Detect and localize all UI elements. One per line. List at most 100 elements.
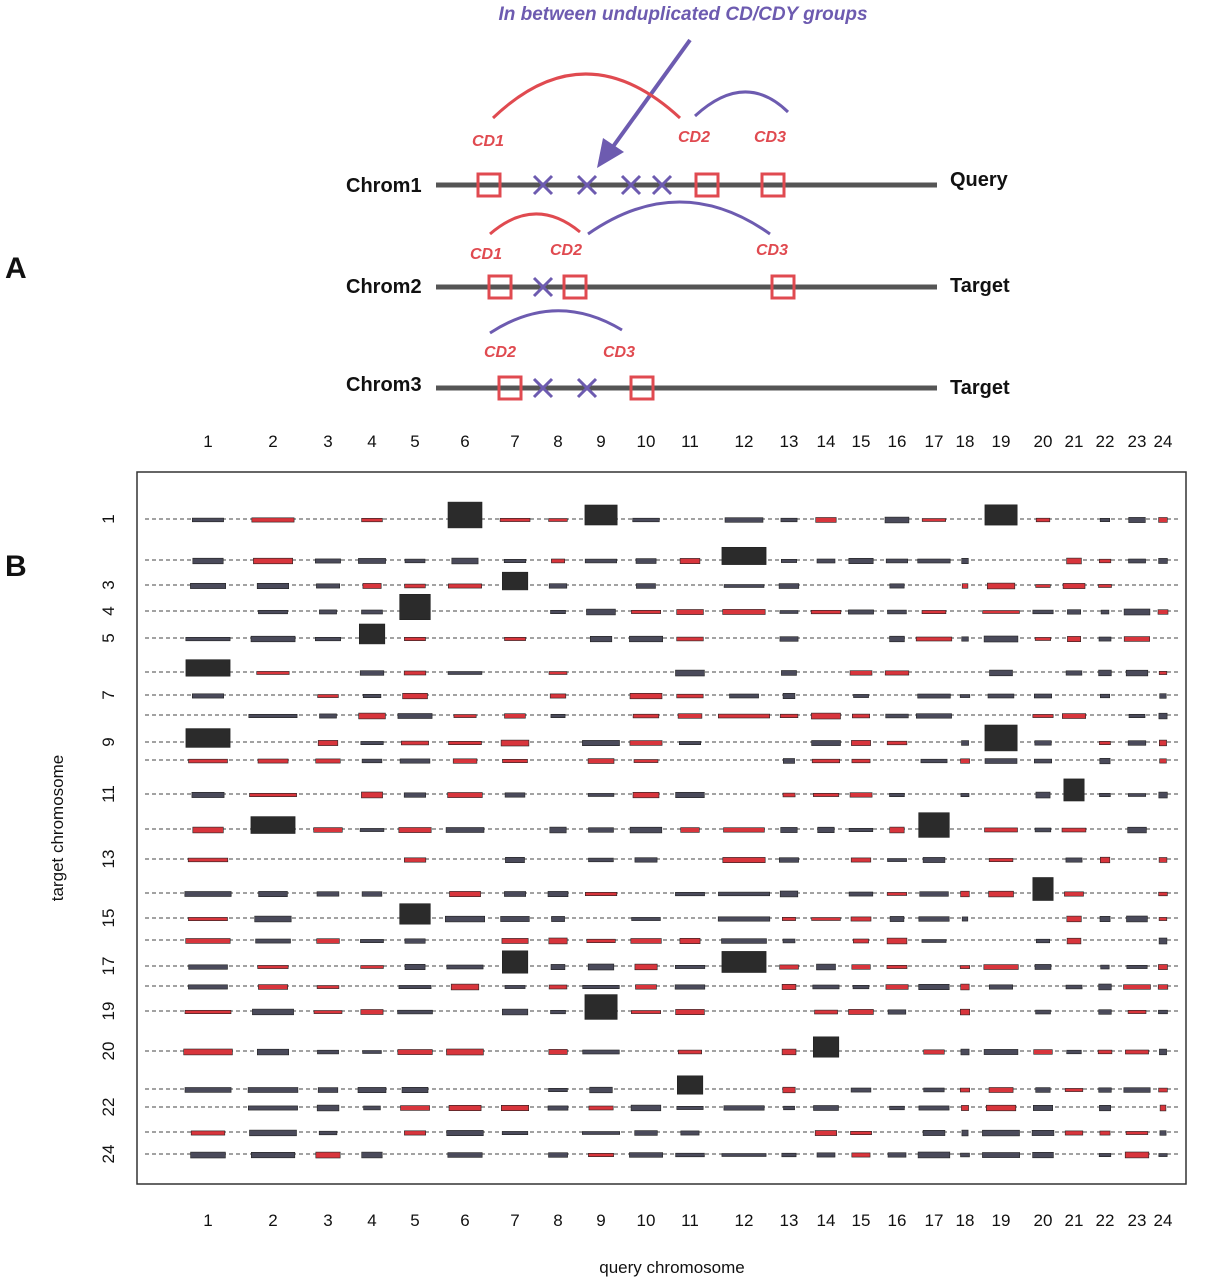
block-q16-t11 [889, 792, 905, 797]
block-q12-t1 [724, 517, 764, 523]
block-q15-t23 [850, 1131, 872, 1136]
block-q9-t23 [581, 1131, 620, 1135]
y-tick-24: 24 [99, 1145, 118, 1164]
x-tick-bottom-7: 7 [510, 1211, 519, 1230]
block-q9-t5 [589, 635, 613, 643]
block-q8-t20 [548, 1049, 568, 1055]
block-q8-t6 [548, 671, 568, 675]
chrom2-row: CD1 CD2 CD3 Chrom2 Target [346, 200, 1010, 300]
block-q6-t15 [444, 915, 485, 923]
block-q22-t24 [1098, 1153, 1112, 1158]
block-q23-t20 [1125, 1049, 1149, 1055]
block-q18-t21 [959, 1087, 970, 1093]
block-q16-t24 [887, 1152, 907, 1158]
block-q23-t4 [1123, 608, 1151, 616]
block-q21-t6 [1065, 670, 1083, 676]
block-q10-t2 [635, 558, 657, 564]
chrom-role: Target [950, 275, 1010, 297]
y-tick-5: 5 [99, 633, 118, 642]
y-tick-17: 17 [99, 957, 118, 976]
plot-marks [183, 501, 1169, 1159]
y-tick-13: 13 [99, 850, 118, 869]
block-q9-t24 [588, 1153, 614, 1158]
block-q10-t1 [632, 517, 660, 523]
block-q21-t13 [1065, 857, 1083, 863]
block-q24-t14 [1158, 891, 1168, 897]
block-q17-t23 [922, 1130, 946, 1136]
cd-box [476, 172, 502, 198]
block-q24-t17 [1158, 964, 1168, 970]
block-q3-t12 [313, 827, 343, 833]
block-q16-t15 [889, 916, 905, 922]
block-q1-t21 [184, 1087, 232, 1093]
block-q3-t22 [316, 1104, 340, 1112]
x-tick-top-15: 15 [852, 432, 871, 451]
y-axis-label: target chromosome [48, 755, 67, 901]
block-q2-t15 [254, 915, 292, 923]
block-q13-t17 [779, 964, 799, 970]
block-q9-t13 [588, 857, 614, 863]
block-q11-t17 [674, 964, 706, 969]
block-q11-t6 [675, 669, 705, 677]
y-tick-20: 20 [99, 1042, 118, 1061]
block-q20-t22 [1033, 1105, 1054, 1111]
block-q8-t1 [548, 518, 568, 522]
block-q13-t4 [779, 610, 799, 614]
chrom1-row: CD1 CD2 CD3 Chrom1 Query [346, 72, 1009, 198]
block-q16-t17 [886, 964, 908, 969]
block-q6-t12 [445, 827, 485, 833]
block-q3-t4 [319, 609, 337, 615]
block-q11-t18 [674, 984, 706, 990]
block-q2-t10 [257, 758, 289, 764]
block-q22-t19 [1098, 1009, 1112, 1015]
block-q22-t23 [1099, 1130, 1111, 1136]
block-q7-t16 [501, 938, 529, 944]
x-tick-bottom-11: 11 [681, 1211, 699, 1230]
x-tick-top-21: 21 [1065, 432, 1084, 451]
annotation-text: In between unduplicated CD/CDY groups [498, 4, 867, 25]
block-q13-t5 [779, 636, 799, 642]
block-q8-t2 [551, 558, 566, 564]
block-q23-t6 [1125, 669, 1149, 677]
block-q10-t12 [629, 826, 663, 834]
x-tick-top-12: 12 [735, 432, 754, 451]
x-tick-bottom-23: 23 [1128, 1211, 1147, 1230]
x-tick-top-2: 2 [268, 432, 277, 451]
block-q5-t2 [404, 558, 426, 564]
block-q18-t17 [959, 965, 971, 969]
block-q22-t4 [1100, 609, 1110, 615]
block-q1-t24 [190, 1151, 226, 1159]
block-q11-t23 [680, 1130, 700, 1136]
block-q7-t3 [501, 571, 529, 591]
block-q3-t3 [316, 583, 340, 589]
panel-b-letter: B [5, 550, 27, 583]
block-q14-t22 [813, 1105, 839, 1111]
block-q2-t5 [250, 635, 296, 643]
block-q17-t22 [918, 1105, 950, 1111]
block-q18-t24 [960, 1152, 970, 1158]
block-q23-t2 [1128, 558, 1146, 564]
block-q17-t24 [917, 1151, 951, 1159]
cd-box [694, 172, 720, 198]
block-q5-t12 [398, 827, 432, 833]
block-q24-t6 [1158, 670, 1168, 675]
block-q13-t10 [782, 758, 795, 764]
block-q18-t11 [960, 793, 970, 798]
x-tick-top-6: 6 [460, 432, 469, 451]
block-q14-t18 [812, 984, 840, 990]
block-q11-t14 [675, 891, 705, 897]
block-q13-t1 [780, 517, 798, 523]
x-tick-bottom-3: 3 [323, 1211, 332, 1230]
x-tick-bottom-4: 4 [367, 1211, 376, 1230]
block-q21-t8 [1062, 713, 1087, 719]
block-q14-t10 [811, 758, 841, 764]
block-q9-t22 [588, 1105, 614, 1111]
block-q24-t13 [1158, 857, 1168, 863]
block-q17-t10 [920, 758, 948, 764]
block-q15-t12 [848, 827, 874, 832]
block-q4-t5 [358, 623, 386, 645]
x-tick-bottom-22: 22 [1096, 1211, 1115, 1230]
block-q12-t14 [718, 891, 771, 897]
x-tick-top-18: 18 [956, 432, 975, 451]
block-q18-t7 [959, 694, 971, 698]
